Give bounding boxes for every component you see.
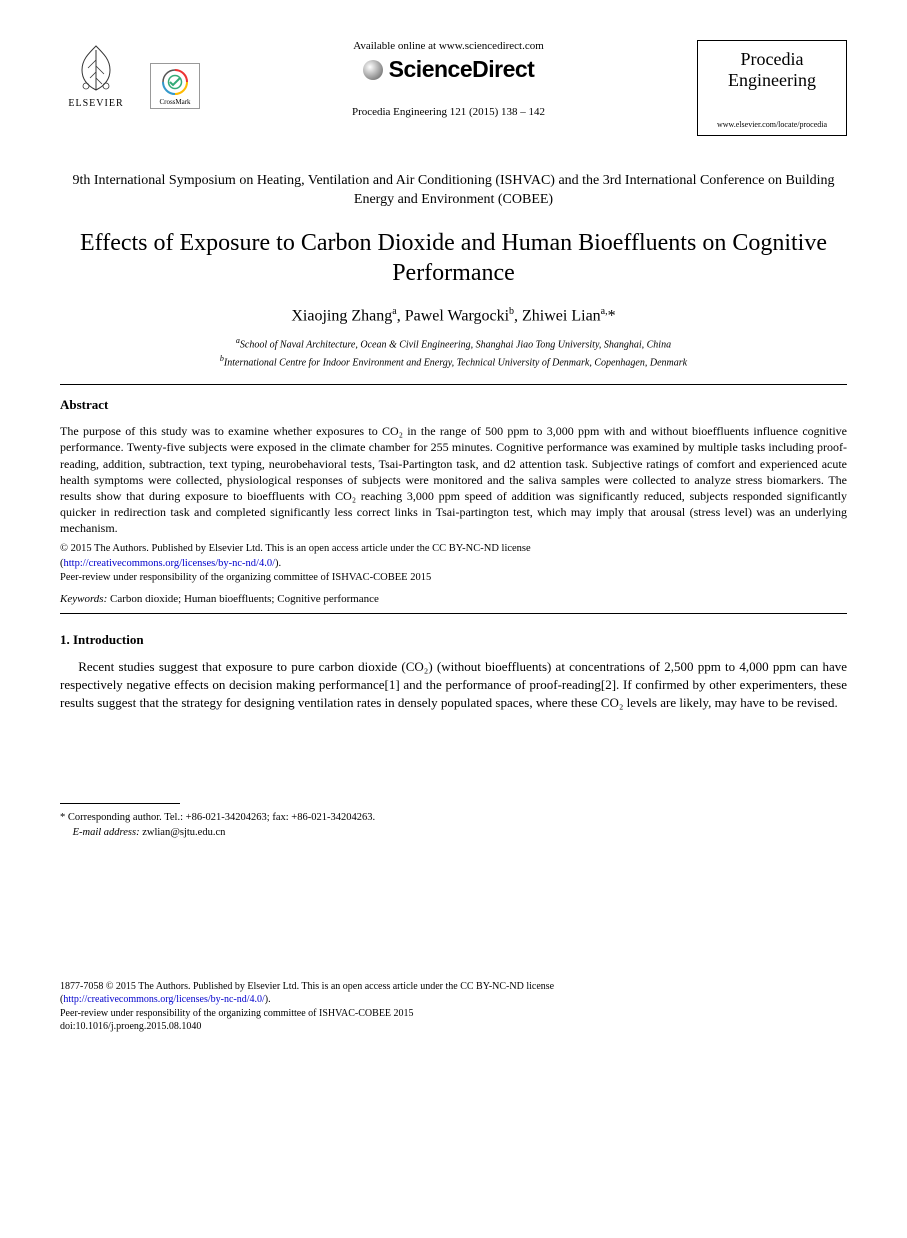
elsevier-label: ELSEVIER [68, 98, 123, 109]
copyright-line1: © 2015 The Authors. Published by Elsevie… [60, 543, 531, 554]
available-online-text: Available online at www.sciencedirect.co… [210, 40, 687, 52]
copyright-block: © 2015 The Authors. Published by Elsevie… [60, 542, 847, 585]
rule-above-abstract [60, 384, 847, 385]
license-link[interactable]: http://creativecommons.org/licenses/by-n… [64, 558, 276, 569]
abstract-heading: Abstract [60, 397, 847, 413]
footer-issn-line: 1877-7058 © 2015 The Authors. Published … [60, 981, 554, 992]
keywords-label: Keywords: [60, 593, 107, 605]
footer-peer-review: Peer-review under responsibility of the … [60, 1008, 414, 1019]
page-header: ELSEVIER CrossMark Available online at w… [60, 40, 847, 136]
keywords-text: Carbon dioxide; Human bioeffluents; Cogn… [107, 593, 379, 605]
introduction-heading: 1. Introduction [60, 632, 847, 648]
corresponding-author-footnote: * Corresponding author. Tel.: +86-021-34… [60, 810, 847, 840]
email-label: E-mail address: [73, 827, 140, 838]
affiliation-a: aSchool of Naval Architecture, Ocean & C… [60, 335, 847, 352]
rule-below-keywords [60, 613, 847, 614]
footnote-separator [60, 803, 180, 804]
elsevier-logo: ELSEVIER [60, 40, 132, 109]
citation-line: Procedia Engineering 121 (2015) 138 – 14… [210, 106, 687, 118]
sciencedirect-logo: ScienceDirect [363, 56, 535, 83]
journal-name-line2: Engineering [702, 70, 842, 91]
email-address: zwlian@sjtu.edu.cn [140, 827, 226, 838]
article-title: Effects of Exposure to Carbon Dioxide an… [60, 228, 847, 288]
sciencedirect-ball-icon [363, 60, 383, 80]
journal-url: www.elsevier.com/locate/procedia [702, 120, 842, 129]
footer-doi: doi:10.1016/j.proeng.2015.08.1040 [60, 1021, 201, 1032]
journal-box: Procedia Engineering www.elsevier.com/lo… [697, 40, 847, 136]
corresponding-line: * Corresponding author. Tel.: +86-021-34… [60, 810, 847, 825]
elsevier-tree-icon [68, 40, 124, 96]
header-center: Available online at www.sciencedirect.co… [200, 40, 697, 118]
crossmark-icon [161, 68, 189, 96]
conference-name: 9th International Symposium on Heating, … [60, 172, 847, 210]
crossmark-label: CrossMark [159, 98, 190, 106]
footer-license-link[interactable]: http://creativecommons.org/licenses/by-n… [63, 994, 264, 1005]
authors-line: Xiaojing Zhanga, Pawel Wargockib, Zhiwei… [60, 306, 847, 325]
abstract-body: The purpose of this study was to examine… [60, 423, 847, 536]
crossmark-badge[interactable]: CrossMark [150, 63, 200, 109]
peer-review-line: Peer-review under responsibility of the … [60, 572, 431, 583]
sciencedirect-text: ScienceDirect [389, 56, 535, 83]
journal-name-line1: Procedia [702, 49, 842, 70]
keywords-line: Keywords: Carbon dioxide; Human bioefflu… [60, 593, 847, 605]
introduction-body: Recent studies suggest that exposure to … [60, 658, 847, 713]
affiliations: aSchool of Naval Architecture, Ocean & C… [60, 335, 847, 370]
page-footer: 1877-7058 © 2015 The Authors. Published … [60, 980, 847, 1034]
affiliation-b: bInternational Centre for Indoor Environ… [60, 353, 847, 370]
header-left: ELSEVIER CrossMark [60, 40, 200, 109]
